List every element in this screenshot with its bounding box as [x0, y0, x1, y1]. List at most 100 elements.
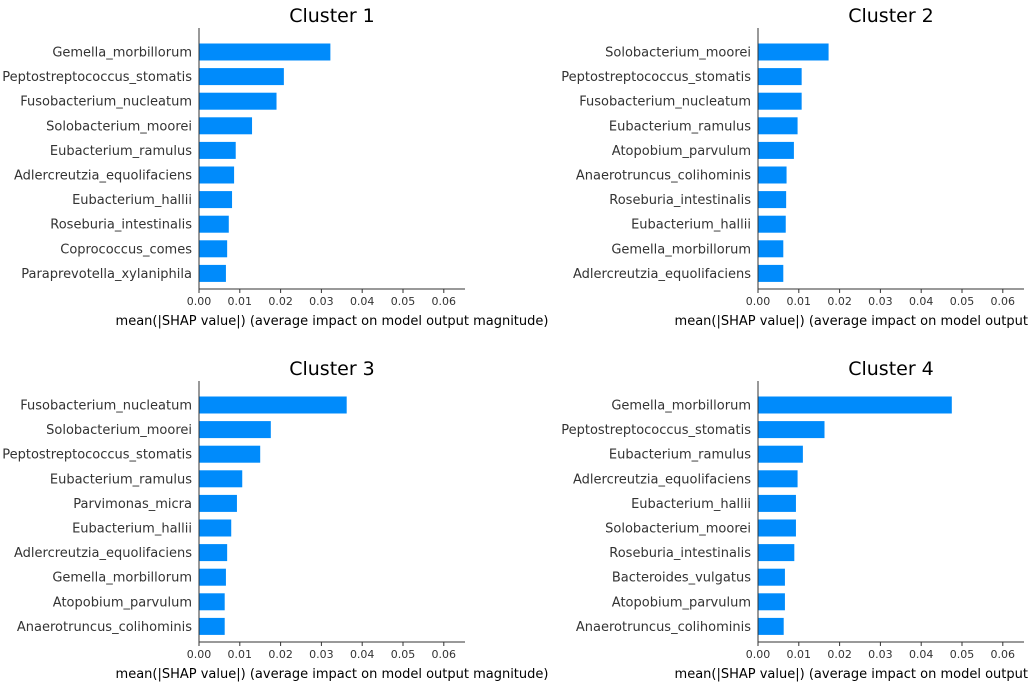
- category-label: Gemella_morbillorum: [611, 242, 751, 257]
- category-label: Adlercreutzia_equolifaciens: [573, 472, 751, 487]
- x-axis-label: mean(|SHAP value|) (average impact on mo…: [116, 314, 549, 329]
- bar: [199, 544, 228, 562]
- category-label: Fusobacterium_nucleatum: [20, 399, 192, 414]
- category-label: Solobacterium_moorei: [605, 522, 751, 537]
- bar: [199, 470, 243, 488]
- x-tick-label: 0.01: [228, 648, 253, 661]
- bar: [199, 240, 228, 258]
- bar: [199, 494, 237, 512]
- bar: [199, 421, 271, 439]
- x-tick-label: 0.04: [909, 648, 934, 661]
- bar: [758, 568, 785, 586]
- category-label: Anaerotruncus_colihominis: [17, 620, 192, 635]
- cluster-panel-2: Cluster 2 Solobacterium_moorei Peptostrept…: [561, 5, 1031, 329]
- bar: [758, 68, 802, 86]
- category-label: Atopobium_parvulum: [53, 595, 192, 610]
- bar: [199, 166, 235, 184]
- bar: [199, 43, 331, 61]
- bar: [199, 117, 253, 135]
- x-tick-label: 0.00: [746, 648, 771, 661]
- x-tick-label: 0.05: [950, 295, 975, 308]
- category-label: Peptostreptococcus_stomatis: [561, 70, 751, 85]
- x-tick-label: 0.02: [268, 295, 293, 308]
- category-label: Peptostreptococcus_stomatis: [561, 423, 751, 438]
- x-tick-label: 0.03: [868, 648, 893, 661]
- panel-title: Cluster 4: [848, 358, 934, 380]
- x-tick-label: 0.05: [950, 648, 975, 661]
- category-label: Bacteroides_vulgatus: [612, 571, 751, 586]
- bar: [199, 92, 277, 110]
- panel-title: Cluster 2: [848, 5, 934, 27]
- category-label: Adlercreutzia_equolifaciens: [14, 546, 192, 561]
- bar: [758, 117, 798, 135]
- bar: [199, 396, 347, 414]
- category-label: Eubacterium_hallii: [72, 193, 192, 208]
- category-label: Adlercreutzia_equolifaciens: [14, 169, 192, 184]
- bar: [758, 421, 825, 439]
- category-label: Anaerotruncus_colihominis: [576, 169, 751, 184]
- x-tick-label: 0.03: [868, 295, 893, 308]
- category-label: Eubacterium_ramulus: [50, 472, 192, 487]
- bar: [758, 445, 803, 463]
- panel-title: Cluster 3: [289, 358, 375, 380]
- bar: [199, 568, 226, 586]
- category-label: Parvimonas_micra: [73, 497, 192, 512]
- bar: [758, 215, 786, 233]
- x-tick-label: 0.04: [909, 295, 934, 308]
- x-tick-label: 0.02: [268, 648, 293, 661]
- bar: [758, 264, 784, 282]
- x-tick-label: 0.06: [991, 648, 1016, 661]
- category-label: Eubacterium_hallii: [631, 497, 751, 512]
- category-label: Paraprevotella_xylaniphila: [21, 267, 192, 282]
- bar: [199, 519, 232, 537]
- x-tick-label: 0.01: [787, 648, 812, 661]
- x-tick-label: 0.01: [228, 295, 253, 308]
- category-label: Eubacterium_ramulus: [50, 144, 192, 159]
- x-tick-label: 0.06: [432, 648, 457, 661]
- x-tick-label: 0.04: [350, 648, 375, 661]
- x-tick-label: 0.00: [187, 295, 212, 308]
- x-tick-label: 0.05: [391, 648, 416, 661]
- x-tick-label: 0.04: [350, 295, 375, 308]
- category-label: Solobacterium_moorei: [46, 423, 192, 438]
- category-label: Roseburia_intestinalis: [50, 218, 192, 233]
- bar: [758, 141, 794, 159]
- bar: [758, 494, 796, 512]
- bar: [758, 92, 802, 110]
- x-tick-label: 0.03: [309, 648, 334, 661]
- bar: [758, 166, 787, 184]
- bar: [199, 68, 284, 86]
- bar: [199, 617, 225, 635]
- x-tick-label: 0.02: [827, 648, 852, 661]
- category-label: Eubacterium_ramulus: [609, 448, 751, 463]
- x-tick-label: 0.00: [187, 648, 212, 661]
- bar: [758, 544, 795, 562]
- x-tick-label: 0.02: [827, 295, 852, 308]
- category-label: Roseburia_intestinalis: [609, 193, 751, 208]
- category-label: Gemella_morbillorum: [52, 571, 192, 586]
- x-axis-label: mean(|SHAP value|) (average impact on mo…: [675, 314, 1031, 329]
- bar: [758, 593, 785, 611]
- x-tick-label: 0.05: [391, 295, 416, 308]
- category-label: Adlercreutzia_equolifaciens: [573, 267, 751, 282]
- x-tick-label: 0.00: [746, 295, 771, 308]
- x-axis-label: mean(|SHAP value|) (average impact on mo…: [675, 667, 1031, 682]
- panel-title: Cluster 1: [289, 5, 375, 27]
- category-label: Eubacterium_hallii: [72, 522, 192, 537]
- category-label: Peptostreptococcus_stomatis: [2, 448, 192, 463]
- x-tick-label: 0.06: [991, 295, 1016, 308]
- x-axis-label: mean(|SHAP value|) (average impact on mo…: [116, 667, 549, 682]
- bar: [199, 191, 233, 209]
- bar: [758, 240, 784, 258]
- bar: [758, 43, 829, 61]
- bar: [199, 445, 261, 463]
- cluster-panel-1: Cluster 1 Gemella_morbillorum Peptostrepto…: [2, 5, 548, 329]
- category-label: Coprococcus_comes: [60, 242, 192, 257]
- cluster-panel-4: Cluster 4 Gemella_morbillorum Peptostrepto…: [561, 358, 1031, 682]
- bar: [758, 519, 796, 537]
- category-label: Roseburia_intestinalis: [609, 546, 751, 561]
- cluster-panel-3: Cluster 3 Fusobacterium_nucleatum Solobact…: [2, 358, 548, 682]
- bar: [199, 215, 229, 233]
- category-label: Eubacterium_ramulus: [609, 119, 751, 134]
